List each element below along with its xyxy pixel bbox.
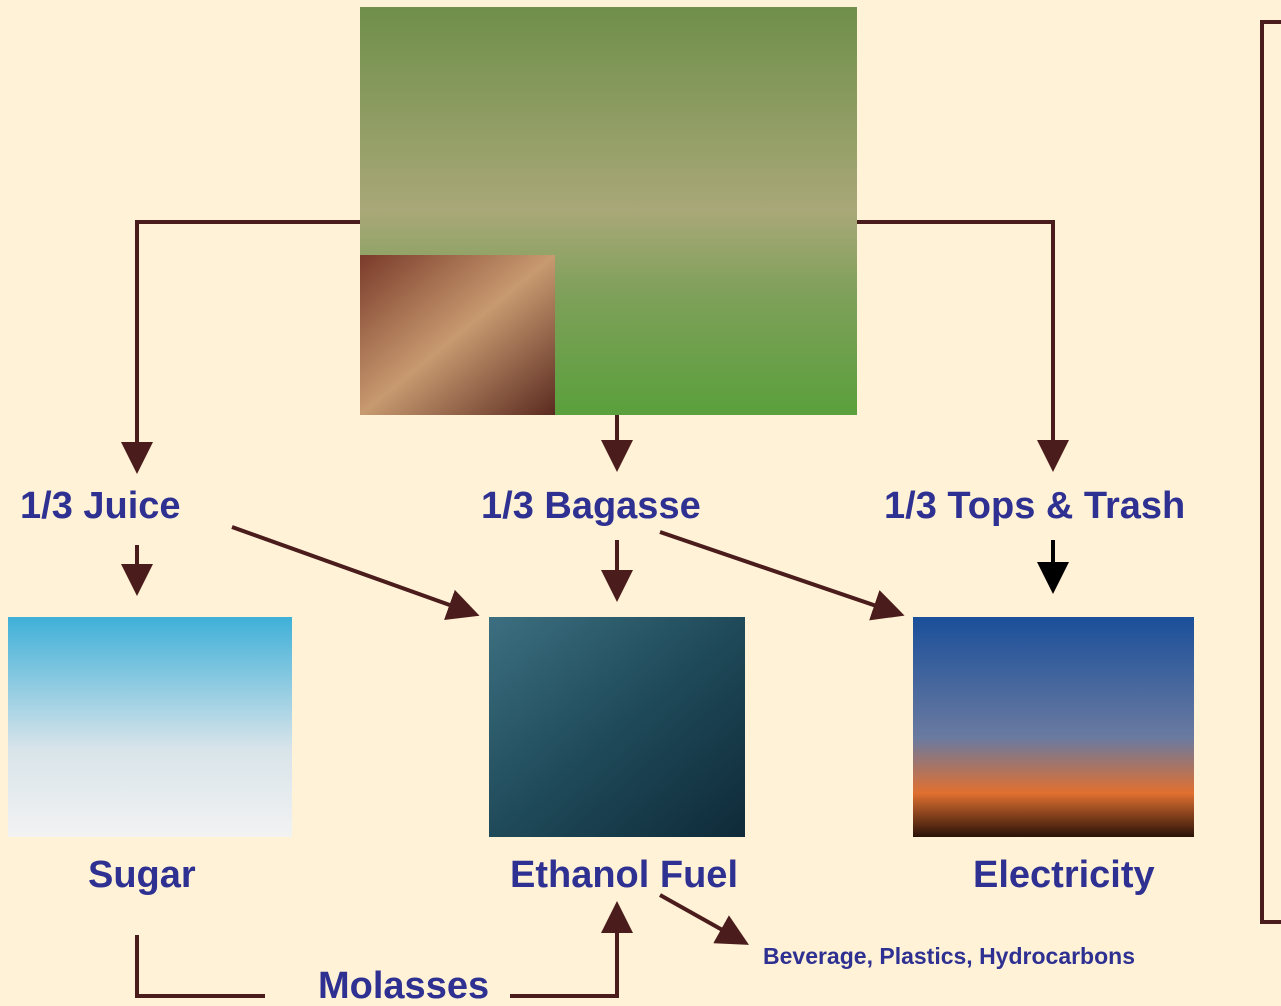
node-label: Electricity — [973, 854, 1155, 896]
electricity-photo — [913, 617, 1194, 837]
node-label: Molasses — [318, 965, 489, 1006]
node-label: 1/3 Bagasse — [481, 485, 701, 527]
fuel-photo — [489, 617, 745, 837]
node-label: 1/3 Juice — [20, 485, 181, 527]
connectors — [121, 20, 1281, 998]
node-label: Beverage, Plastics, Hydrocarbons — [763, 943, 1135, 969]
node-label: 1/3 Tops & Trash — [884, 485, 1185, 527]
cane-photo — [360, 255, 555, 415]
node-label: Ethanol Fuel — [510, 854, 738, 896]
sugar-photo — [8, 617, 292, 837]
node-label: Sugar — [88, 854, 196, 896]
